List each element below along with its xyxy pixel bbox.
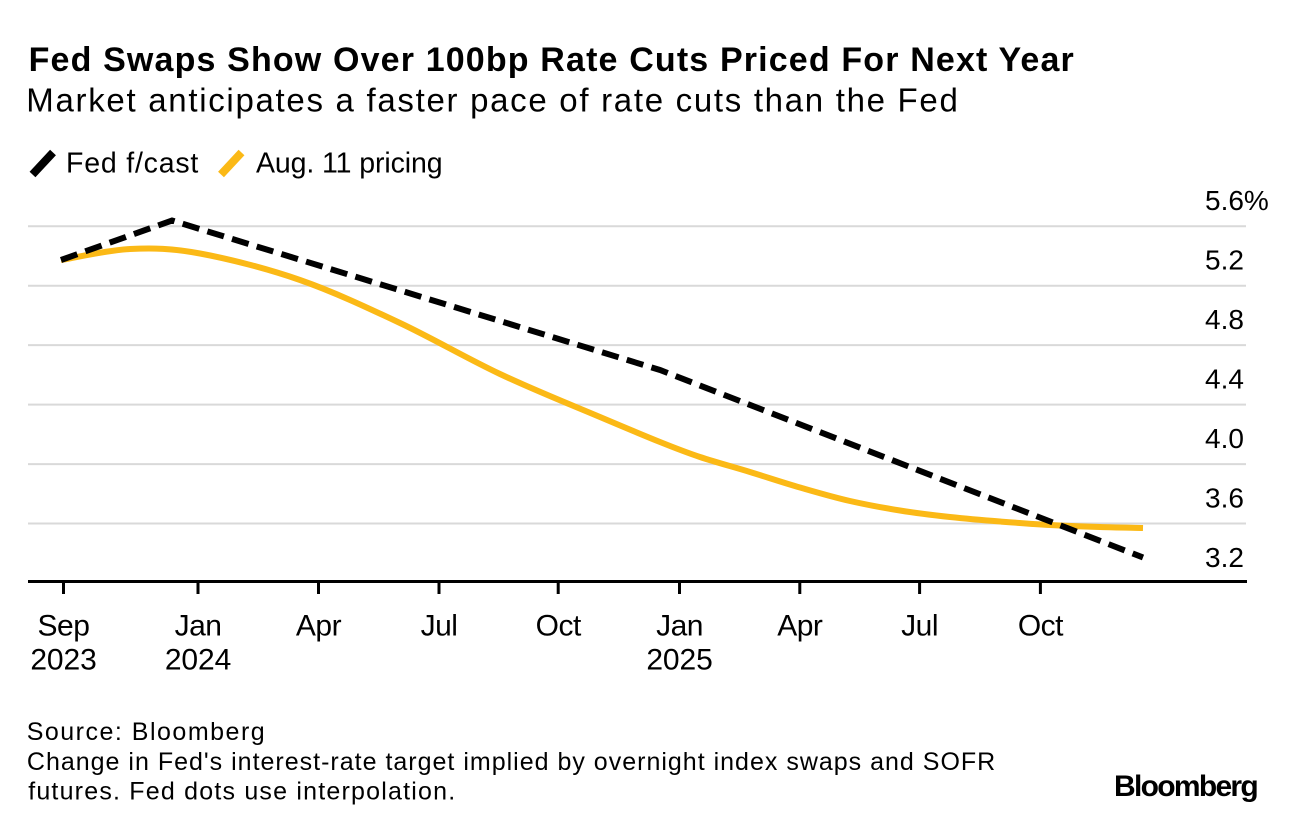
svg-text:Source: Bloomberg: Source: Bloomberg: [27, 718, 267, 746]
svg-text:Fed f/cast: Fed f/cast: [66, 147, 199, 179]
svg-text:Oct: Oct: [1018, 610, 1064, 643]
svg-text:Jul: Jul: [421, 610, 458, 643]
svg-text:Change in Fed's interest-rate: Change in Fed's interest-rate target imp…: [27, 748, 996, 776]
svg-text:Oct: Oct: [536, 610, 582, 643]
svg-text:5.6%: 5.6%: [1205, 185, 1269, 216]
svg-text:4.8: 4.8: [1205, 304, 1244, 335]
svg-text:3.6: 3.6: [1205, 483, 1244, 514]
svg-text:Apr: Apr: [777, 610, 823, 643]
svg-text:2024: 2024: [165, 643, 231, 676]
svg-text:Sep: Sep: [38, 610, 90, 643]
svg-text:futures. Fed dots use interpol: futures. Fed dots use interpolation.: [28, 778, 456, 806]
svg-text:2023: 2023: [30, 643, 96, 676]
svg-text:Market anticipates a faster pa: Market anticipates a faster pace of rate…: [26, 82, 959, 119]
svg-text:Jan: Jan: [175, 610, 222, 643]
svg-text:5.2: 5.2: [1205, 245, 1244, 276]
svg-text:Jul: Jul: [901, 610, 938, 643]
svg-text:2025: 2025: [646, 643, 712, 676]
svg-text:Bloomberg: Bloomberg: [1114, 770, 1257, 803]
svg-text:Aug. 11 pricing: Aug. 11 pricing: [256, 147, 443, 179]
svg-text:3.2: 3.2: [1205, 542, 1244, 573]
svg-text:4.0: 4.0: [1205, 423, 1244, 454]
svg-text:Fed Swaps Show Over 100bp Rate: Fed Swaps Show Over 100bp Rate Cuts Pric…: [29, 41, 1075, 79]
svg-text:Apr: Apr: [296, 610, 342, 643]
svg-text:4.4: 4.4: [1205, 364, 1244, 395]
svg-text:Jan: Jan: [656, 610, 703, 643]
